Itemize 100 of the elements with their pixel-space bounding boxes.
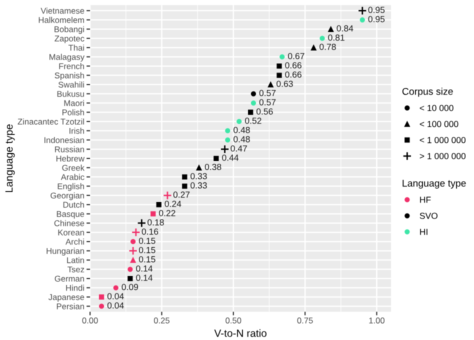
y-tick-label: Latin [67,257,84,264]
y-tick-label: Halkomelem [38,16,84,23]
point [196,164,202,171]
data-label: 0.33 [190,182,207,188]
y-tick-label: Greek [62,164,85,171]
y-tick-label: Georgian [50,192,84,200]
data-label: 0.15 [138,238,156,244]
point [182,174,188,180]
data-label: 0.95 [368,16,385,22]
y-tick-label: Maori [64,100,84,106]
y-tick-label: English [58,183,84,191]
point [248,110,254,115]
data-label: 0.24 [164,200,182,207]
y-tick-label: Dutch [63,202,84,208]
legend-label: < 10 000 [420,104,454,112]
legend-label: HF [420,196,431,203]
x-tick-label: 0.75 [297,318,313,324]
point [276,72,282,78]
x-tick-label: 0.25 [154,318,170,324]
data-label: 0.67 [288,52,304,60]
y-tick-label: Zinacantec Tzotzil [18,118,84,125]
y-tick-label: Vietnamese [40,8,84,14]
y-tick-label: Zapotec [54,36,84,44]
point [250,100,256,106]
data-label: 0.22 [159,210,176,216]
point [320,36,325,41]
x-tick-label: 0.50 [226,318,242,324]
point [225,128,230,134]
data-label: 0.78 [320,44,336,50]
data-label: 0.38 [204,164,222,170]
point [156,202,162,208]
data-label: 0.57 [259,90,276,96]
data-label: 0.14 [136,274,153,281]
data-label: 0.14 [136,265,153,272]
data-label: 0.81 [328,34,344,41]
data-label: 0.47 [230,145,247,152]
text: Language type [402,180,466,189]
y-tick-label: Tsez [68,266,84,272]
data-label: 0.66 [285,71,302,78]
data-label: 0.84 [336,25,354,32]
y-tick-label: Basque [56,211,84,219]
point [280,54,285,60]
x-axis-title: V-to-N ratio [214,329,266,337]
data-label: 0.66 [285,62,302,68]
y-tick-label: Hebrew [56,155,85,162]
data-label: 0.18 [148,219,164,226]
data-label: 0.52 [245,118,262,124]
y-tick-label: Thai [68,44,84,51]
y-tick-label: Irish [70,128,84,134]
y-tick-label: Indonesian [44,136,84,144]
data-label: 0.27 [173,192,190,198]
data-label: 0.48 [234,136,250,142]
x-tick-label: 1.00 [369,318,384,324]
point [328,26,334,32]
x-tick-label: 0.00 [82,318,98,324]
data-label: 0.04 [107,302,124,309]
y-tick-label: Malagasy [50,54,84,62]
data-label: 0.57 [259,99,276,106]
point [236,118,242,124]
y-tick-label: Japanese [48,294,84,302]
point [182,184,188,189]
data-label: 0.33 [190,173,207,180]
y-tick-label: Swahili [58,82,84,88]
data-label: 0.04 [107,293,124,300]
point [276,63,282,69]
data-label: 0.09 [122,284,138,290]
legend-label: > 1 000 000 [420,152,466,160]
point [360,17,365,22]
point [128,246,138,256]
y-tick-label: Bukusu [57,90,84,97]
y-tick-label: Korean [58,230,84,236]
y-axis-title: Language type [5,124,15,192]
y-tick-label: Archi [66,238,84,245]
point [225,137,230,143]
data-label: 0.56 [256,108,273,115]
text: Corpus size [402,88,453,97]
point [131,228,140,237]
point [268,82,274,88]
y-tick-label: Polish [62,109,84,116]
legend-label: SVO [420,212,438,219]
data-label: 0.15 [138,246,156,254]
y-tick-label: Chinese [54,220,84,226]
data-label: 0.16 [142,228,158,235]
y-tick-label: Spanish [54,72,84,80]
data-label: 0.63 [276,80,293,87]
point [162,190,172,200]
y-tick-label: Arabic [60,174,84,180]
y-tick-label: Bobangi [54,26,84,34]
legend-label: HI [420,228,428,235]
legend-label: < 100 000 [420,120,458,128]
point [310,44,317,50]
y-tick-label: Hindi [66,284,84,291]
y-tick-label: Hungarian [46,248,84,256]
legend-label: < 1 000 000 [420,136,466,144]
point [214,156,219,162]
data-label: 0.44 [222,154,239,161]
data-label: 0.95 [368,6,385,13]
data-label: 0.48 [234,126,250,134]
data-label: 0.15 [138,256,156,262]
point [128,276,133,282]
